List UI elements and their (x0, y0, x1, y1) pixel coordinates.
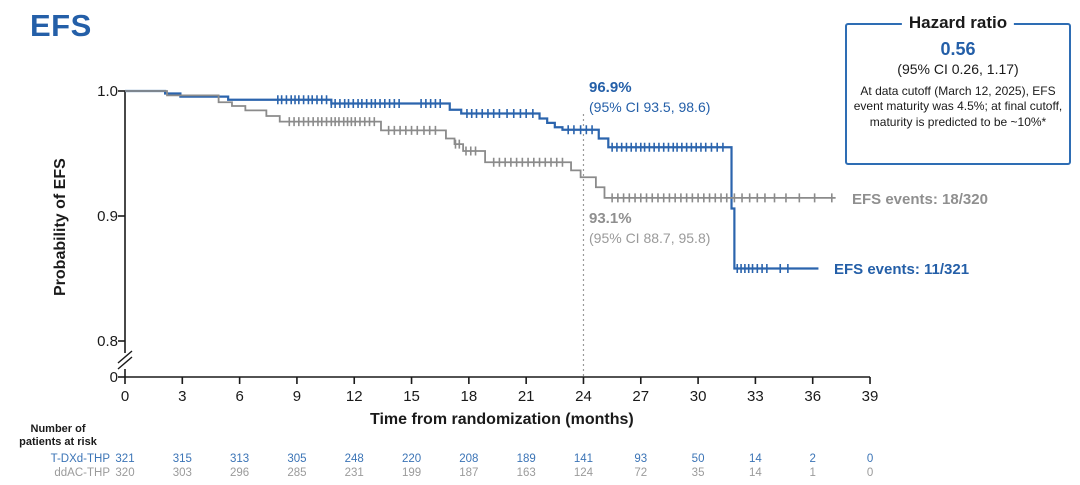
risk-value: 1 (809, 467, 816, 479)
risk-value: 305 (287, 453, 307, 465)
x-axis-label: Time from randomization (months) (370, 411, 634, 428)
ddac-landmark-value: 93.1% (589, 210, 632, 227)
risk-value: 285 (287, 467, 307, 479)
risk-value: 0 (866, 453, 874, 465)
tdxd-landmark-value: 96.9% (589, 79, 632, 96)
y-tick-label: 0.8 (97, 333, 118, 350)
x-tick-label: 0 (120, 388, 130, 405)
x-tick-label: 27 (632, 388, 650, 405)
risk-value: 35 (691, 467, 705, 479)
y-tick-label-zero: 0 (109, 369, 118, 386)
risk-row-label-T-DXd-THP: T-DXd-THP (50, 453, 110, 465)
x-tick-label: 21 (517, 388, 535, 405)
x-tick-label: 24 (575, 388, 592, 405)
risk-value: 187 (459, 467, 479, 479)
x-tick-label: 33 (747, 388, 764, 405)
y-tick-label: 0.9 (97, 208, 118, 225)
ddac-landmark-ci: (95% CI 88.7, 95.8) (589, 230, 711, 246)
x-tick-label: 18 (460, 388, 478, 405)
x-tick-label: 6 (235, 388, 244, 405)
x-tick-label: 36 (804, 388, 822, 405)
risk-value: 72 (634, 467, 648, 479)
x-tick-label: 30 (689, 388, 707, 405)
page-title: EFS (30, 8, 92, 43)
ddac-events-label: EFS events: 18/320 (852, 191, 988, 208)
risk-value: 14 (748, 453, 762, 465)
hazard-ratio-value: 0.56 (940, 39, 976, 59)
risk-value: 189 (516, 453, 536, 465)
y-tick-label: 1.0 (97, 83, 118, 100)
risk-row-label-ddAC-THP: ddAC-THP (54, 467, 110, 479)
risk-value: 50 (691, 453, 705, 465)
x-tick-label: 3 (178, 388, 187, 405)
risk-value: 313 (230, 453, 250, 465)
risk-value: 0 (866, 467, 874, 479)
risk-value: 124 (573, 467, 594, 479)
y-axis-label: Probability of EFS (52, 158, 69, 296)
x-tick-label: 39 (861, 388, 879, 405)
risk-table-header: Number of patients at risk (4, 423, 112, 448)
risk-value: 93 (634, 453, 648, 465)
x-tick-label: 12 (345, 388, 363, 405)
x-tick-label: 15 (403, 388, 420, 405)
km-curve-ddAC-THP (125, 90, 836, 199)
risk-value: 231 (344, 467, 364, 479)
risk-value: 14 (748, 467, 762, 479)
tdxd-events-label: EFS events: 11/321 (834, 261, 970, 278)
axis-break-mask (122, 353, 128, 369)
risk-table-header-line2: patients at risk (19, 435, 97, 448)
hazard-ratio-title: Hazard ratio (901, 13, 1015, 33)
risk-value: 2 (809, 453, 816, 465)
risk-value: 320 (115, 467, 135, 479)
risk-value: 303 (172, 467, 192, 479)
axis-break-slash (117, 356, 133, 370)
risk-value: 296 (230, 467, 250, 479)
risk-value: 315 (172, 453, 192, 465)
risk-value: 163 (516, 467, 536, 479)
risk-value: 248 (344, 453, 364, 465)
x-tick-label: 9 (292, 388, 302, 405)
axis-break-slash (117, 350, 133, 364)
hazard-ratio-box: Hazard ratio 0.56 (95% CI 0.26, 1.17) At… (845, 13, 1071, 165)
hazard-ratio-note: At data cutoff (March 12, 2025), EFS eve… (853, 84, 1063, 129)
risk-value: 141 (573, 453, 594, 465)
hazard-ratio-ci: (95% CI 0.26, 1.17) (897, 61, 1019, 77)
risk-value: 199 (401, 467, 422, 479)
risk-value: 321 (115, 453, 135, 465)
risk-value: 208 (459, 453, 479, 465)
km-curve-T-DXd-THP (125, 89, 819, 270)
risk-table-header-line1: Number of (30, 423, 86, 435)
tdxd-landmark-ci: (95% CI 93.5, 98.6) (589, 99, 711, 115)
risk-value: 220 (401, 453, 422, 465)
